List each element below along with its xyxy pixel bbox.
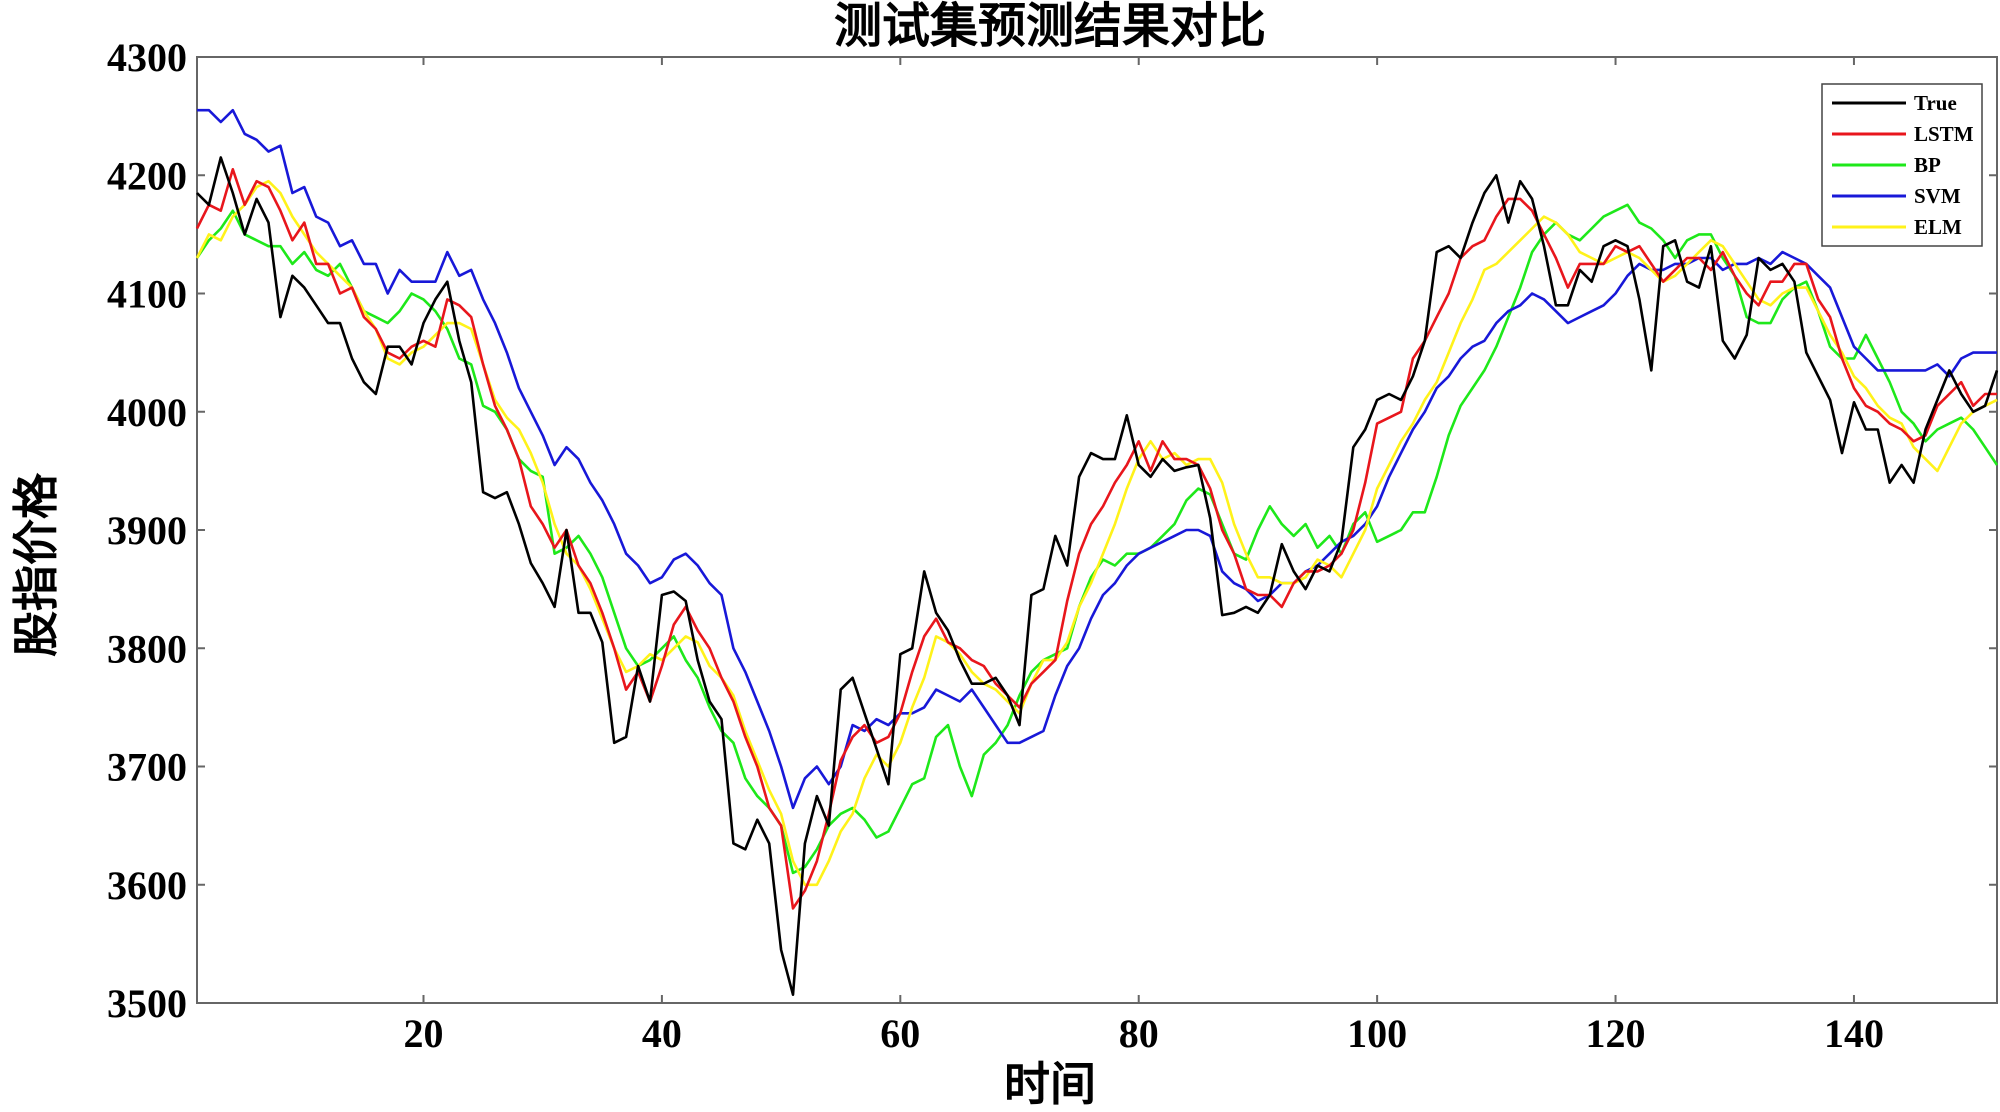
x-tick-label: 140 [1824, 1011, 1884, 1056]
x-tick-label: 80 [1119, 1011, 1159, 1056]
legend-label-bp: BP [1914, 153, 1941, 177]
x-tick-label: 40 [642, 1011, 682, 1056]
legend-label-lstm: LSTM [1914, 122, 1974, 146]
y-tick-label: 4200 [107, 153, 187, 198]
x-tick-label: 100 [1347, 1011, 1407, 1056]
y-tick-label: 3800 [107, 626, 187, 671]
y-axis: 3500 3600 3700 3800 3900 4000 4100 4200 4300 [107, 35, 1997, 1026]
legend-label-elm: ELM [1914, 215, 1962, 239]
x-tick-label: 60 [880, 1011, 920, 1056]
y-tick-label: 3500 [107, 981, 187, 1026]
series-line-true [196, 156, 1999, 997]
y-tick-label: 3900 [107, 508, 187, 553]
legend: True LSTM BP SVM ELM [1821, 83, 1983, 247]
x-tick-label: 20 [403, 1011, 443, 1056]
chart-title: 测试集预测结果对比 [834, 0, 1266, 54]
y-tick-label: 4000 [107, 390, 187, 435]
x-axis: 20 40 60 80 100 120 140 [403, 57, 1884, 1056]
x-axis-label: 时间 [1004, 1057, 1096, 1111]
legend-label-svm: SVM [1914, 184, 1961, 208]
series-line-elm [195, 179, 1998, 887]
series-lines [195, 108, 1999, 997]
y-tick-label: 3700 [107, 745, 187, 790]
y-tick-label: 3600 [107, 863, 187, 908]
x-tick-label: 120 [1586, 1011, 1646, 1056]
legend-label-true: True [1914, 91, 1957, 115]
y-tick-label: 4300 [107, 35, 187, 80]
y-axis-label: 股指价格 [9, 472, 63, 657]
y-tick-label: 4100 [107, 272, 187, 317]
series-line-lstm [195, 168, 1997, 910]
